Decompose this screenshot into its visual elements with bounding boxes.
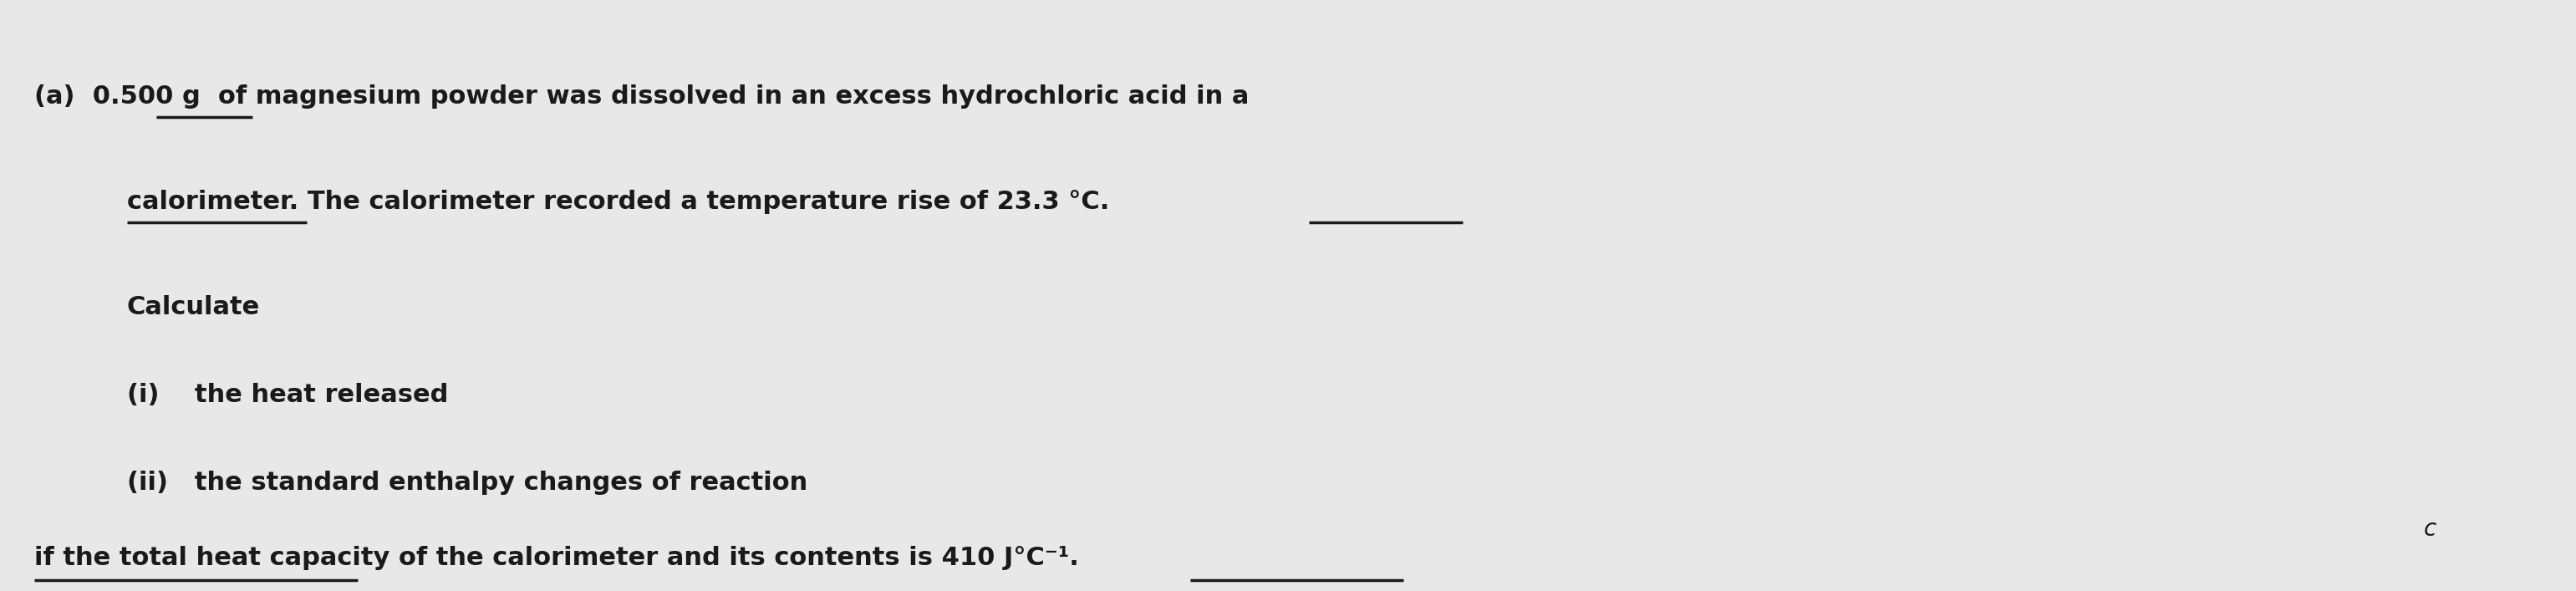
Text: (i)    the heat released: (i) the heat released (126, 382, 448, 407)
Text: (ii)   the standard enthalpy changes of reaction: (ii) the standard enthalpy changes of re… (126, 470, 806, 495)
Text: Calculate: Calculate (126, 295, 260, 319)
Text: c: c (2424, 517, 2437, 541)
Text: calorimeter. The calorimeter recorded a temperature rise of 23.3 °C.: calorimeter. The calorimeter recorded a … (126, 190, 1110, 214)
Text: (a)  0.500 g  of magnesium powder was dissolved in an excess hydrochloric acid i: (a) 0.500 g of magnesium powder was diss… (33, 85, 1249, 109)
Text: if the total heat capacity of the calorimeter and its contents is 410 J°C⁻¹.: if the total heat capacity of the calori… (33, 546, 1079, 570)
